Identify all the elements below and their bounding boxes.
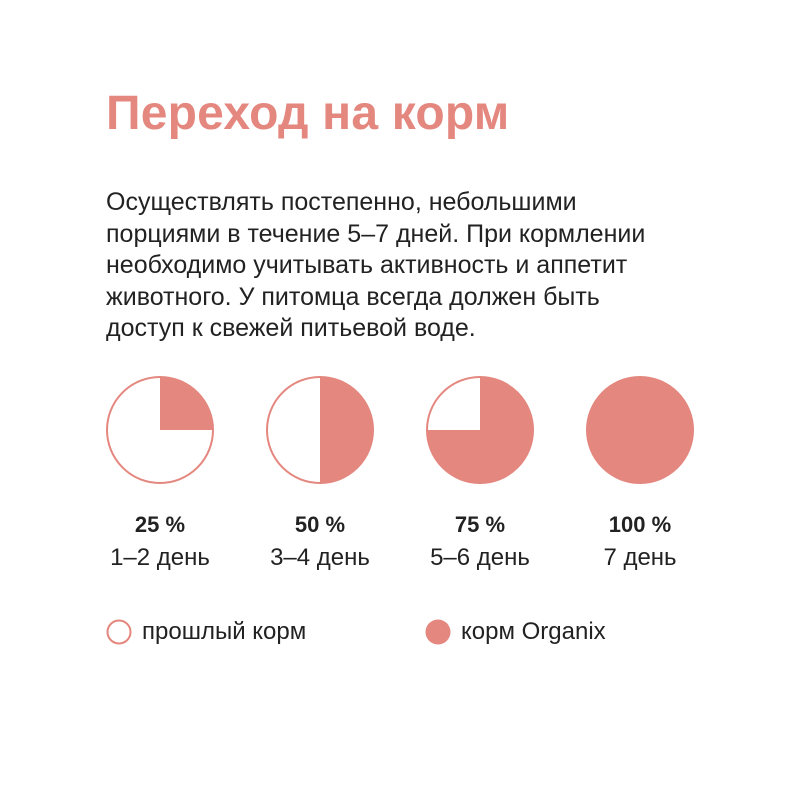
pie-50-icon — [266, 376, 374, 484]
description-line: Осуществлять постепенно, небольшими — [106, 188, 577, 216]
stages-row: 25 % 1–2 день 50 % 3–4 день 75 % 5–6 ден… — [80, 375, 720, 575]
description-line: животного. У питомца всегда должен быть — [106, 282, 600, 311]
stage-percent: 100 % — [608, 512, 672, 537]
legend-item-new-food: корм Organix — [425, 616, 606, 648]
legend-item-old-food: прошлый корм — [106, 616, 306, 648]
stage-days: 7 день — [603, 544, 677, 571]
stage-percent: 75 % — [454, 512, 506, 537]
stage-2: 50 % 3–4 день — [240, 375, 400, 572]
stage-1: 25 % 1–2 день — [80, 375, 240, 572]
pie-new-food-slice — [427, 377, 533, 483]
pie-new-food-slice — [586, 377, 693, 483]
legend: прошлый корм корм Organix — [0, 616, 800, 648]
description-line: доступ к свежей питьевой воде. — [106, 314, 476, 342]
stage-4: 100 % 7 день — [560, 375, 720, 572]
pie-new-food-slice — [320, 377, 373, 483]
legend-label: корм Organix — [461, 618, 606, 645]
description-text: Осуществлять постепенно, небольшими порц… — [106, 187, 726, 345]
empty-circle-icon — [106, 619, 132, 645]
legend-label: прошлый корм — [142, 618, 307, 645]
filled-circle-icon — [425, 619, 451, 645]
stage-percent: 50 % — [294, 512, 346, 537]
stage-3: 75 % 5–6 день — [400, 375, 560, 572]
page-title: Переход на корм — [106, 87, 510, 140]
stage-days: 5–6 день — [430, 544, 530, 571]
description-line: необходимо учитывать активность и аппети… — [106, 251, 628, 279]
pie-75-icon — [426, 376, 534, 484]
description-line: порциями в течение 5–7 дней. При кормлен… — [106, 219, 646, 248]
pie-100-icon — [586, 376, 694, 484]
pie-25-icon — [106, 376, 214, 484]
stage-days: 1–2 день — [110, 544, 210, 571]
stage-days: 3–4 день — [270, 544, 370, 571]
pie-new-food-slice — [160, 377, 213, 430]
stage-percent: 25 % — [134, 512, 186, 537]
